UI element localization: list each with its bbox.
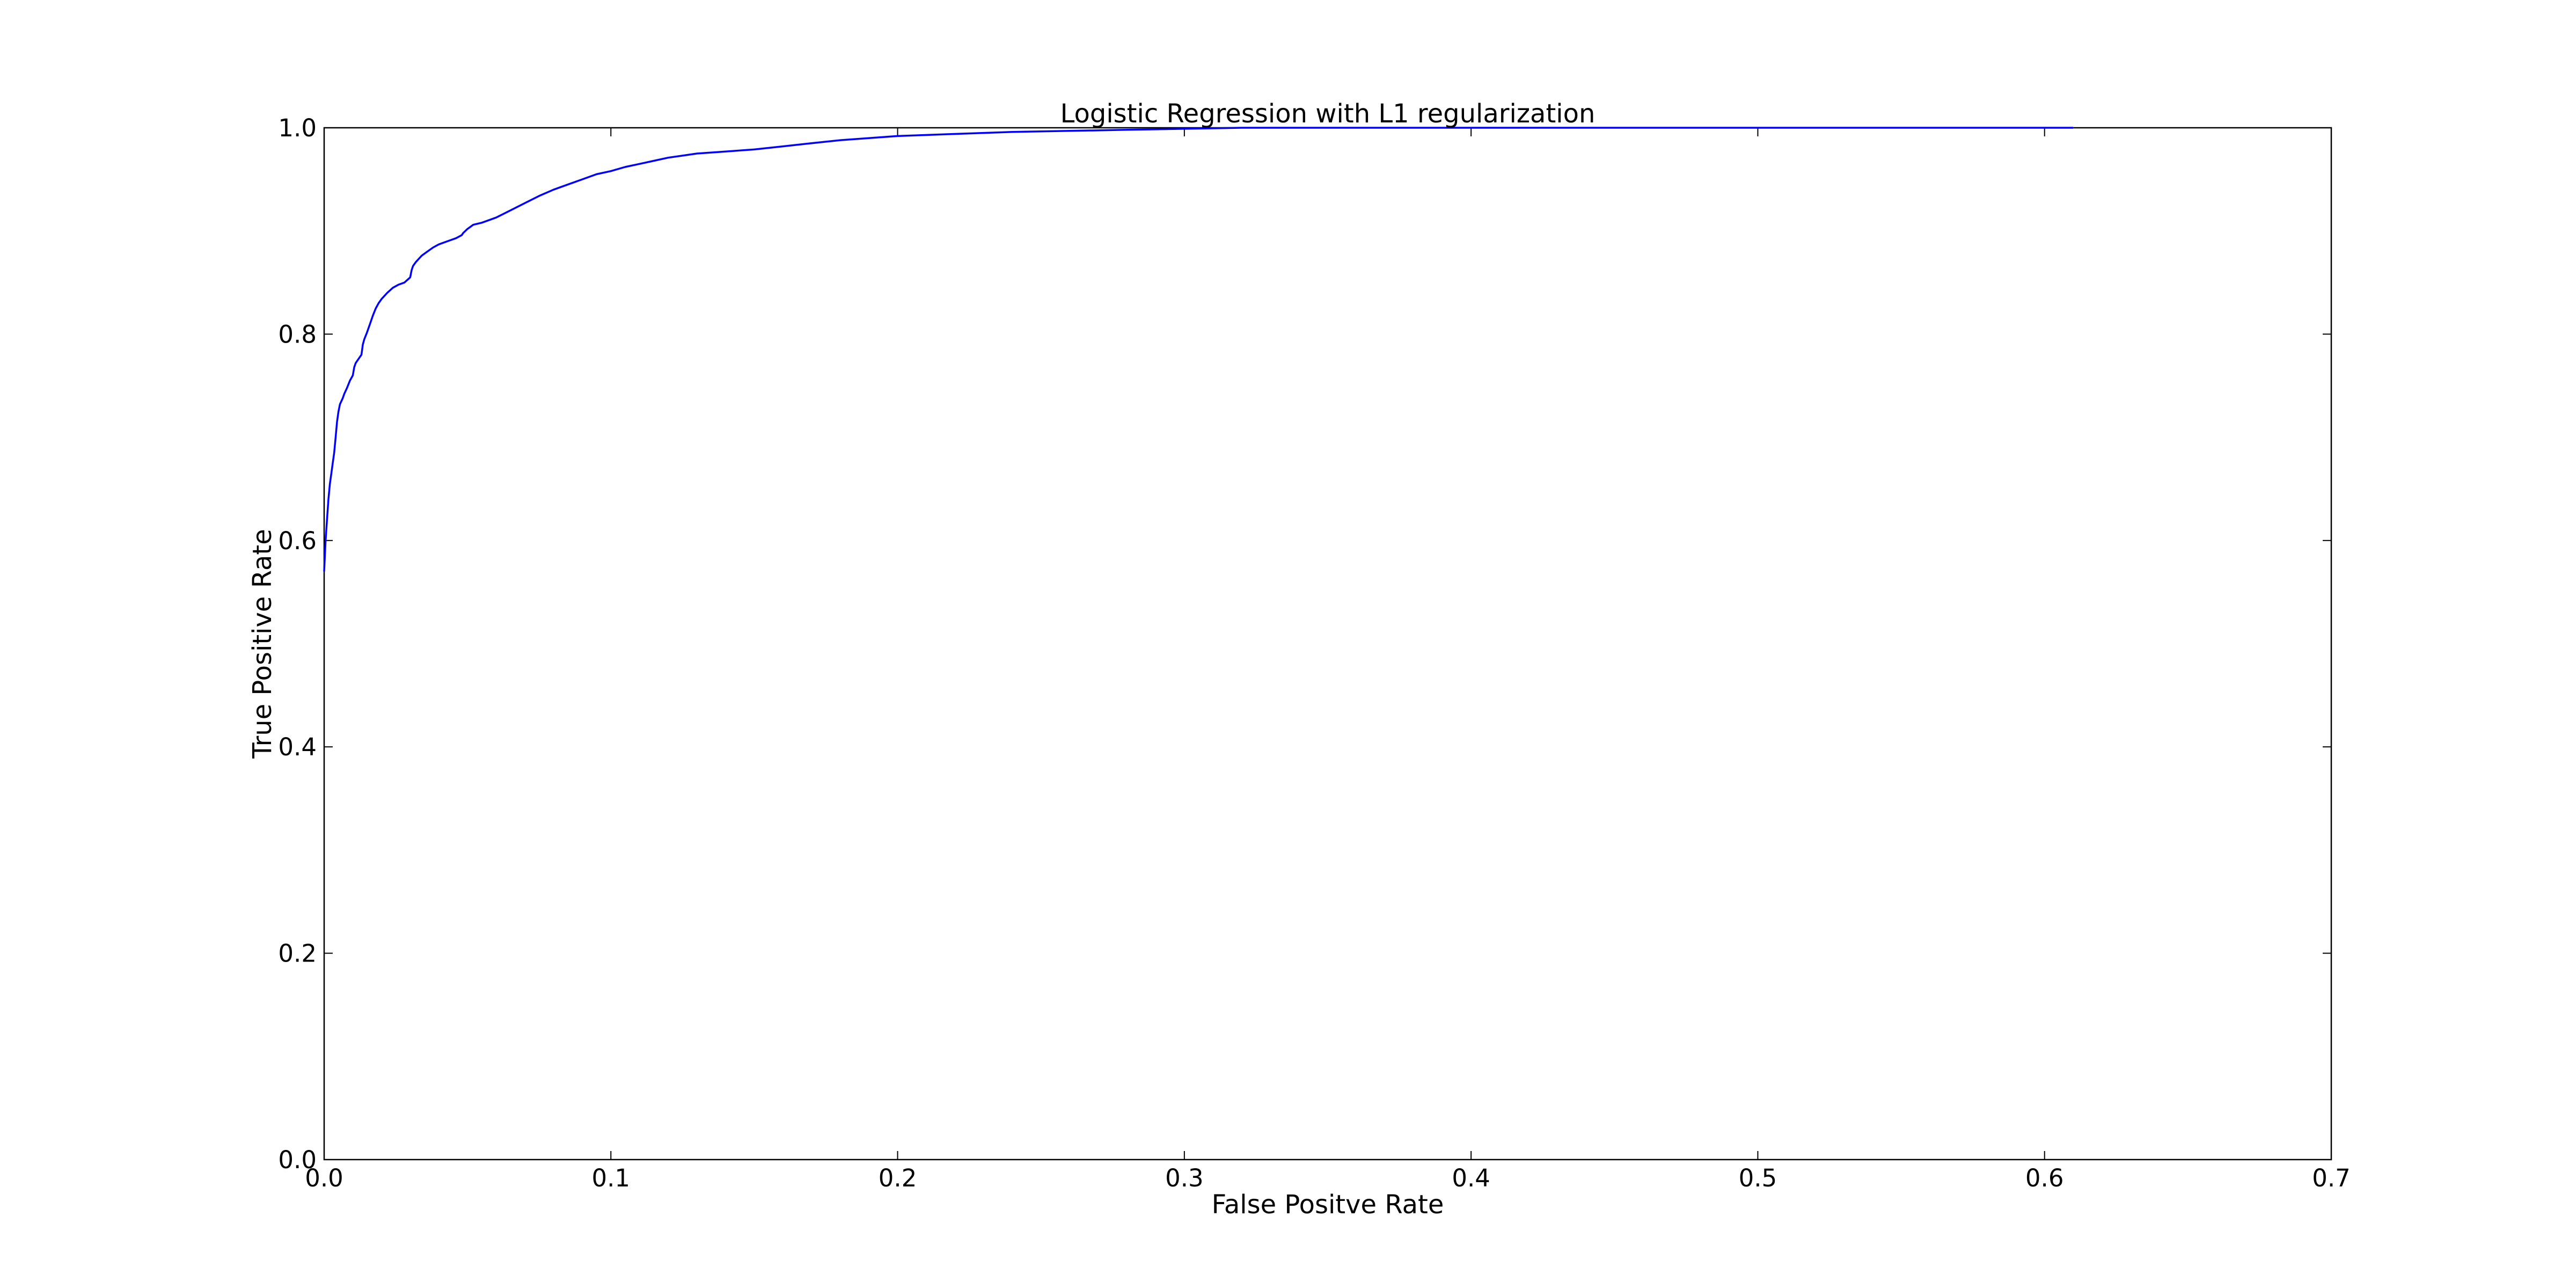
y-tick-label: 0.0 xyxy=(278,1146,317,1174)
y-tick-label: 0.4 xyxy=(278,733,317,761)
series-layer xyxy=(323,127,2074,572)
ticks-layer xyxy=(324,127,2332,1160)
plot-frame xyxy=(323,127,2332,1161)
roc-curve-line xyxy=(323,127,2074,572)
x-tick-labels: 0.0 0.1 0.2 0.3 0.4 0.5 0.6 0.7 xyxy=(305,1164,2351,1192)
y-axis-label: True Positive Rate xyxy=(247,529,277,759)
plot-area xyxy=(323,127,2332,1161)
x-tick-label: 0.3 xyxy=(1165,1164,1204,1192)
y-tick-label: 0.8 xyxy=(278,320,317,348)
y-tick-label: 0.2 xyxy=(278,939,317,968)
x-tick-label: 0.0 xyxy=(305,1164,343,1192)
y-tick-label: 0.6 xyxy=(278,527,317,555)
x-tick-label: 0.7 xyxy=(2312,1164,2351,1192)
x-tick-label: 0.6 xyxy=(2025,1164,2064,1192)
y-tick-labels: 0.0 0.2 0.4 0.6 0.8 1.0 xyxy=(278,114,317,1174)
x-tick-label: 0.1 xyxy=(591,1164,630,1192)
chart-title: Logistic Regression with L1 regularizati… xyxy=(1060,99,1596,129)
x-tick-label: 0.5 xyxy=(1739,1164,1777,1192)
x-tick-label: 0.4 xyxy=(1452,1164,1490,1192)
x-tick-label: 0.2 xyxy=(879,1164,917,1192)
y-tick-label: 1.0 xyxy=(278,114,317,142)
x-axis-label: False Positve Rate xyxy=(1212,1190,1444,1220)
